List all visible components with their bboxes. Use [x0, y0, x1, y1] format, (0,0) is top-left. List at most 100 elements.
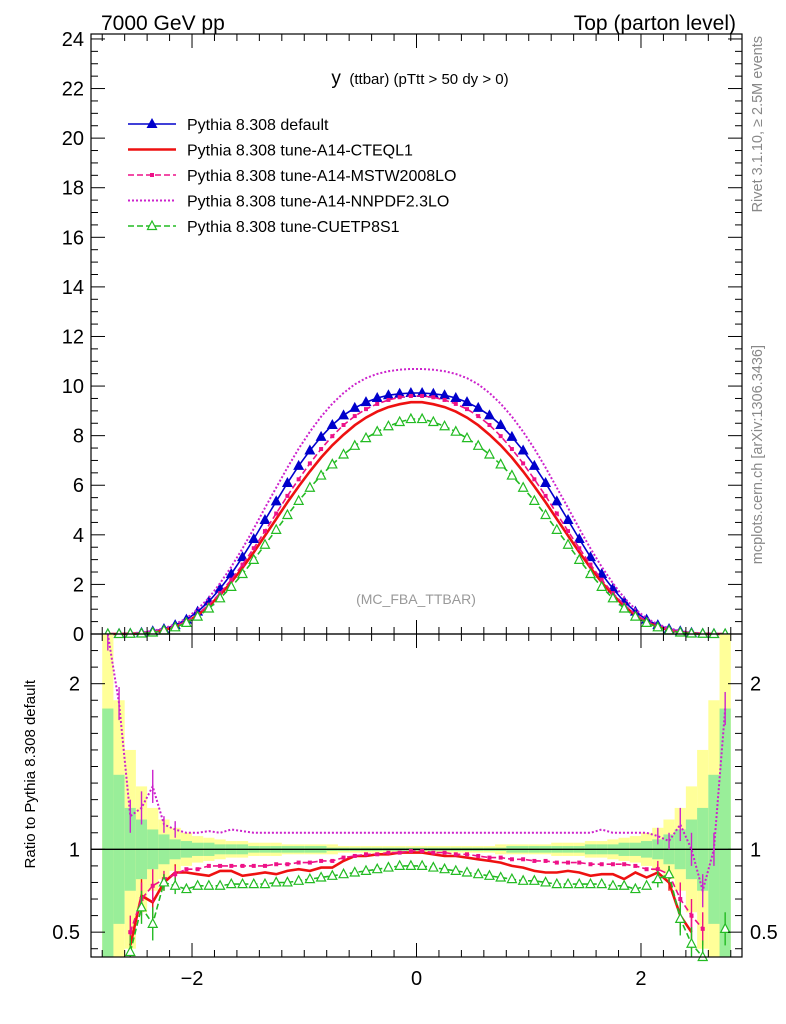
main-y-tick-label: 16 — [62, 227, 84, 249]
ratio-data-point — [472, 867, 484, 879]
ratio-data-point — [136, 901, 148, 912]
main-data-point — [285, 493, 290, 498]
main-data-point — [551, 495, 563, 506]
ratio-data-point — [431, 850, 436, 855]
main-data-point — [641, 616, 653, 627]
main-data-point — [371, 425, 383, 436]
main-data-point — [588, 562, 593, 567]
ratio-data-point — [719, 922, 731, 933]
main-data-point — [315, 430, 327, 441]
main-data-point — [708, 627, 720, 639]
ratio-data-point — [251, 863, 256, 868]
ratio-data-point — [285, 862, 290, 867]
ratio-data-point — [509, 857, 514, 862]
ratio-data-point — [405, 859, 417, 870]
main-data-point — [386, 397, 391, 402]
plot-title-sub: (ttbar) (pTtt > 50 dy > 0) — [349, 71, 508, 88]
ratio-data-point — [293, 874, 305, 885]
ratio-data-point — [416, 859, 428, 870]
main-y-tick-label: 0 — [73, 624, 84, 646]
ratio-bands — [91, 634, 742, 957]
ratio-data-point — [528, 874, 540, 885]
main-data-point — [382, 389, 394, 400]
ratio-data-point — [225, 877, 237, 889]
ratio-data-point — [237, 877, 249, 889]
main-data-point — [338, 409, 350, 420]
ratio-data-point — [498, 855, 503, 860]
ratio-data-point — [352, 853, 357, 858]
ratio-data-point — [427, 861, 439, 872]
ratio-data-point — [341, 855, 346, 860]
ratio-data-point — [599, 862, 604, 867]
ratio-data-point — [281, 876, 293, 887]
main-data-point — [281, 508, 293, 520]
main-data-point — [237, 551, 249, 562]
ratio-series-line-2 — [106, 633, 727, 895]
main-data-point — [607, 592, 619, 603]
main-data-point — [180, 616, 192, 627]
watermark-label: (MC_FBA_TTBAR) — [356, 591, 476, 607]
ratio-data-point — [465, 852, 470, 857]
ratio-data-point — [689, 913, 694, 918]
ratio-data-point — [450, 864, 462, 875]
ratio-y-tick-label-right: 1 — [750, 839, 761, 861]
main-series-group — [102, 368, 731, 639]
main-data-point — [495, 418, 507, 429]
main-data-point — [584, 551, 596, 562]
main-data-point — [573, 533, 585, 544]
ratio-data-point — [338, 867, 350, 879]
ratio-data-point — [386, 850, 391, 855]
main-data-point — [528, 494, 540, 505]
ratio-data-point — [554, 860, 559, 865]
main-data-point — [319, 447, 324, 452]
main-data-point — [618, 602, 630, 613]
main-data-point — [259, 513, 271, 524]
main-data-point — [427, 387, 439, 398]
ratio-data-point — [408, 848, 413, 853]
ratio-data-point — [296, 860, 301, 865]
ratio-data-point — [678, 897, 683, 902]
main-data-point — [517, 444, 529, 455]
main-data-point — [540, 477, 552, 488]
main-data-point — [472, 401, 484, 412]
main-data-point — [169, 621, 181, 632]
legend-entry-label: Pythia 8.308 tune-A14-CTEQL1 — [187, 143, 413, 160]
main-y-tick-label: 8 — [73, 426, 84, 448]
ratio-data-point — [588, 862, 593, 867]
main-y-tick-label: 14 — [62, 277, 84, 299]
ratio-data-point — [584, 877, 596, 889]
main-data-point — [450, 425, 462, 436]
ratio-data-point — [453, 852, 458, 857]
ratio-data-point — [363, 852, 368, 857]
main-y-tick-label: 22 — [62, 79, 84, 101]
main-data-point — [240, 562, 245, 567]
ratio-data-point — [128, 930, 133, 935]
main-y-tick-label: 18 — [62, 178, 84, 200]
main-data-point — [237, 567, 249, 579]
ratio-data-point — [618, 879, 630, 890]
main-data-point — [304, 444, 316, 455]
main-series-line-3 — [107, 368, 726, 635]
main-data-point — [352, 414, 357, 419]
main-data-point — [363, 407, 368, 412]
plot-title: y (ttbar) (pTtt > 50 dy > 0) — [331, 68, 508, 89]
main-data-point — [427, 415, 439, 427]
ratio-data-point — [521, 857, 526, 862]
main-data-point — [476, 414, 481, 419]
ratio-data-point — [697, 950, 709, 962]
ratio-axes: 0.5 0.5 1 1 2 2 −2 0 2 — [52, 634, 778, 990]
ratio-data-point — [622, 862, 627, 867]
main-data-point — [405, 387, 417, 398]
main-data-point — [629, 610, 641, 621]
main-data-point — [517, 481, 529, 492]
ratio-data-point — [644, 867, 649, 872]
ratio-data-point — [700, 926, 705, 931]
ratio-data-point — [192, 879, 204, 890]
ratio-data-point — [532, 858, 537, 863]
ratio-data-point — [442, 850, 447, 855]
ratio-data-point — [566, 860, 571, 865]
ratio-data-point — [304, 872, 316, 884]
main-data-point — [248, 553, 260, 564]
ratio-band-inner — [719, 708, 731, 957]
main-data-point — [251, 546, 256, 551]
